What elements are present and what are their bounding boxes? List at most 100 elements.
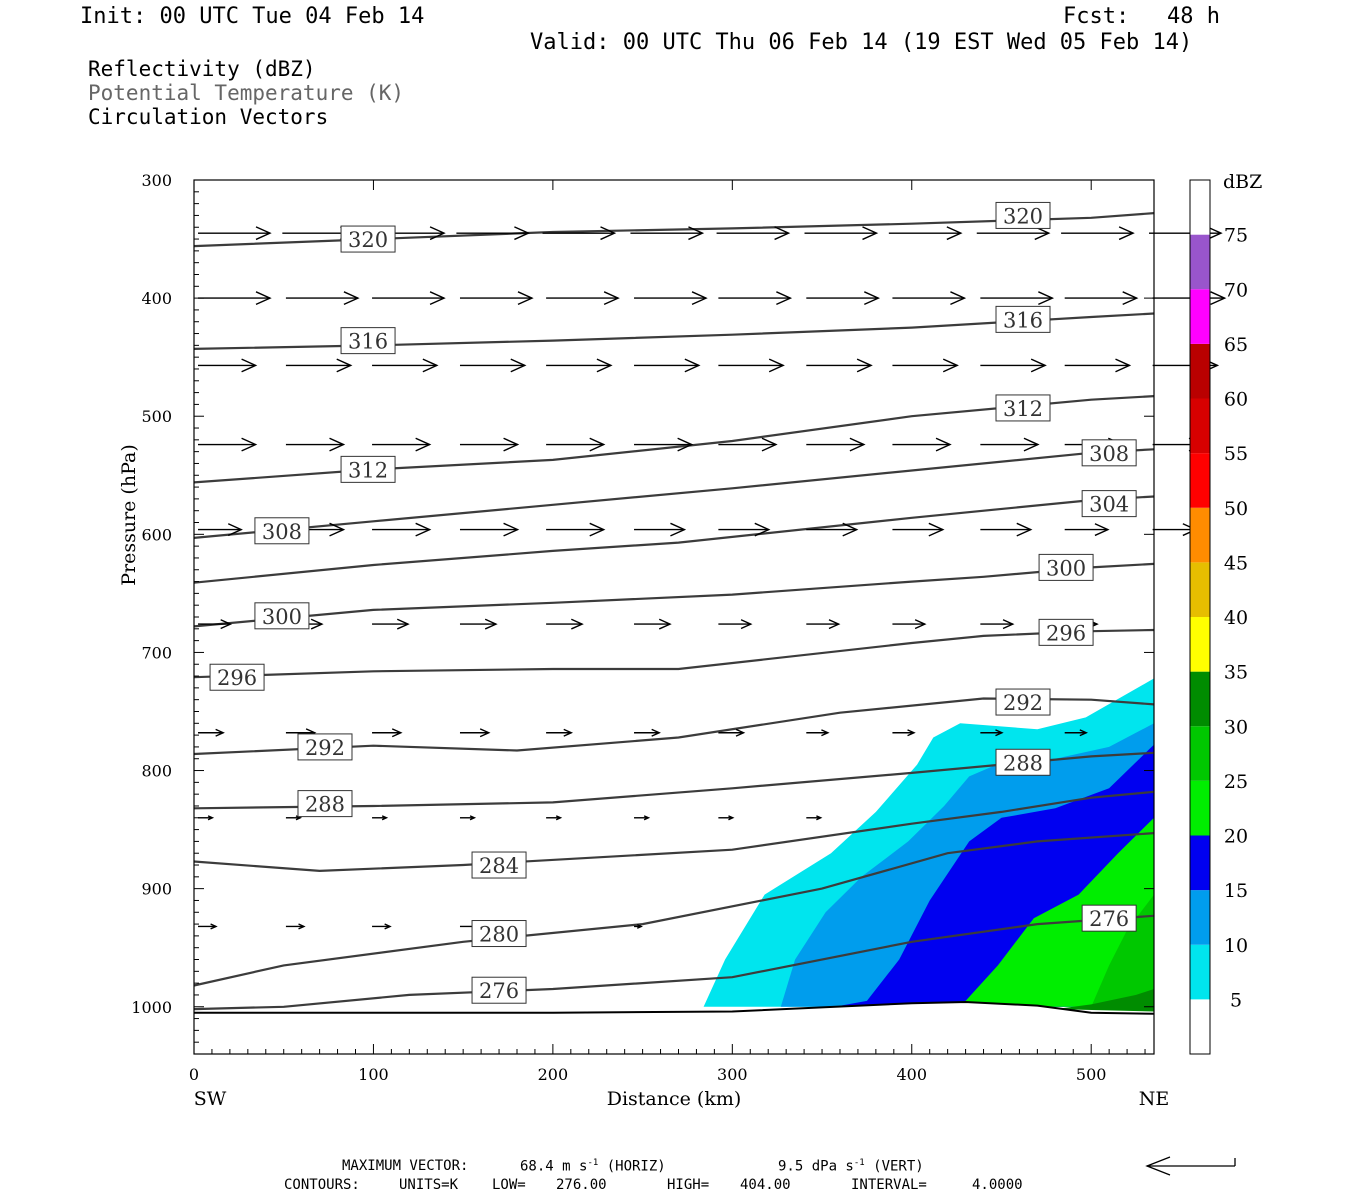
valid-time: Valid: 00 UTC Thu 06 Feb 14 (19 EST Wed …	[530, 30, 1193, 55]
theta-contour-304	[193, 495, 1155, 584]
contours-low-label: LOW=	[492, 1177, 526, 1193]
circulation-vector-2-1	[198, 291, 272, 306]
circulation-vector-7-4	[459, 728, 491, 738]
circulation-vector-5-7	[718, 522, 771, 537]
x-tick-label-400: 400	[896, 1065, 927, 1084]
circulation-vector-5-11	[1064, 523, 1110, 537]
circulation-vector-6-6	[634, 618, 672, 630]
svg-text:284: 284	[479, 854, 519, 878]
circulation-vector-1-5	[542, 226, 617, 241]
circulation-vector-2-4	[459, 291, 534, 306]
circulation-vector-1-11	[1061, 226, 1135, 241]
svg-text:300: 300	[262, 605, 302, 629]
theta-label-276-2: 276	[1081, 904, 1137, 932]
circulation-vector-3-8	[806, 358, 873, 373]
circulation-vector-4-8	[806, 437, 866, 452]
circulation-vector-5-1	[198, 523, 243, 537]
circulation-vector-7-5	[546, 728, 574, 737]
svg-text:308: 308	[1089, 442, 1129, 466]
colorbar-label-45: 45	[1224, 552, 1248, 574]
circulation-vector-2-6	[634, 291, 708, 306]
colorbar-swatch-16	[1190, 180, 1210, 235]
colorbar-label-35: 35	[1224, 662, 1248, 684]
colorbar-label-40: 40	[1224, 607, 1248, 629]
circulation-vector-8-7	[718, 815, 735, 821]
circulation-vector-3-7	[718, 358, 785, 373]
colorbar-label-75: 75	[1224, 225, 1248, 247]
field-circulation-vectors: Circulation Vectors	[88, 105, 329, 129]
colorbar-title: dBZ	[1223, 171, 1262, 193]
contours-units: UNITS=K	[399, 1177, 459, 1193]
contours-high-label: HIGH=	[667, 1177, 710, 1193]
theta-label-316-1: 316	[340, 327, 396, 355]
circulation-vector-1-9	[888, 226, 963, 241]
colorbar-label-50: 50	[1224, 498, 1248, 520]
circulation-vector-2-7	[718, 291, 793, 306]
theta-label-292-2: 292	[995, 688, 1051, 716]
circulation-vector-4-9	[892, 437, 952, 452]
circulation-vector-3-2	[285, 358, 353, 373]
circulation-vector-5-12	[1152, 523, 1198, 537]
x-axis-left-label: SW	[194, 1088, 227, 1110]
circulation-vector-4-1	[198, 437, 258, 452]
theta-label-296-1: 296	[209, 663, 265, 691]
x-tick-label-300: 300	[717, 1065, 748, 1084]
forecast-label: Fcst:	[1063, 4, 1130, 29]
circulation-vector-4-2	[285, 437, 346, 452]
circulation-vector-5-5	[546, 522, 606, 537]
circulation-vector-3-11	[1064, 358, 1132, 373]
y-tick-label-400: 400	[141, 289, 172, 308]
circulation-vector-6-9	[892, 619, 927, 630]
theta-contour-284	[193, 790, 1155, 873]
y-axis-label: Pressure (hPa)	[118, 444, 140, 586]
colorbar-swatch-5	[1190, 780, 1210, 836]
terrain-mask	[194, 1002, 1154, 1054]
reflectivity-region-20dbz	[899, 817, 1154, 1007]
x-axis-label: Distance (km)	[607, 1088, 742, 1110]
theta-contour-288	[193, 751, 1155, 810]
circulation-vector-1-1	[198, 226, 272, 241]
circulation-vector-8-8	[806, 815, 823, 821]
theta-label-280-1: 280	[471, 920, 527, 948]
circulation-vector-4-3	[372, 437, 432, 452]
theta-label-292-1: 292	[297, 733, 353, 761]
max-vector-label: MAXIMUM VECTOR:	[342, 1158, 469, 1174]
circulation-vector-4-10	[980, 437, 1040, 452]
colorbar-swatch-13	[1190, 343, 1210, 399]
circulation-vector-2-12	[1152, 291, 1227, 306]
circulation-vector-8-3	[372, 815, 389, 821]
theta-label-320-2: 320	[995, 201, 1051, 229]
circulation-vector-1-7	[716, 226, 791, 241]
colorbar-swatch-12	[1190, 398, 1210, 454]
circulation-vector-4-6	[634, 437, 694, 452]
circulation-vector-9-5	[634, 924, 643, 929]
field-reflectivity: Reflectivity (dBZ)	[88, 57, 316, 81]
circulation-vector-3-10	[980, 358, 1047, 373]
colorbar-frame	[1189, 179, 1211, 1055]
circulation-vector-6-7	[718, 619, 753, 630]
colorbar-swatch-3	[1190, 890, 1210, 945]
y-tick-label-500: 500	[141, 407, 172, 426]
reference-vector	[1145, 1156, 1236, 1176]
theta-contour-296	[193, 628, 1155, 679]
circulation-vector-8-2	[285, 815, 303, 821]
circulation-vector-5-10	[980, 522, 1033, 537]
theta-label-300-1: 300	[254, 602, 310, 630]
colorbar-label-5: 5	[1230, 989, 1242, 1011]
svg-text:296: 296	[217, 666, 257, 690]
circulation-vector-1-4	[456, 226, 531, 241]
circulation-vector-1-10	[976, 226, 1051, 241]
x-tick-label-100: 100	[358, 1065, 389, 1084]
theta-label-300-2: 300	[1038, 553, 1094, 581]
colorbar-swatch-9	[1190, 562, 1210, 617]
theta-label-304-1: 304	[1081, 490, 1137, 518]
circulation-vector-5-4	[459, 522, 520, 537]
theta-contour-292	[193, 697, 1155, 756]
svg-text:276: 276	[479, 979, 519, 1003]
colorbar-swatch-15	[1190, 234, 1210, 290]
colorbar-label-60: 60	[1224, 389, 1248, 411]
colorbar-swatch-11	[1190, 453, 1210, 508]
max-vector-horiz: 68.4 m s-1 (HORIZ)	[520, 1158, 666, 1175]
circulation-vector-3-9	[892, 358, 959, 373]
